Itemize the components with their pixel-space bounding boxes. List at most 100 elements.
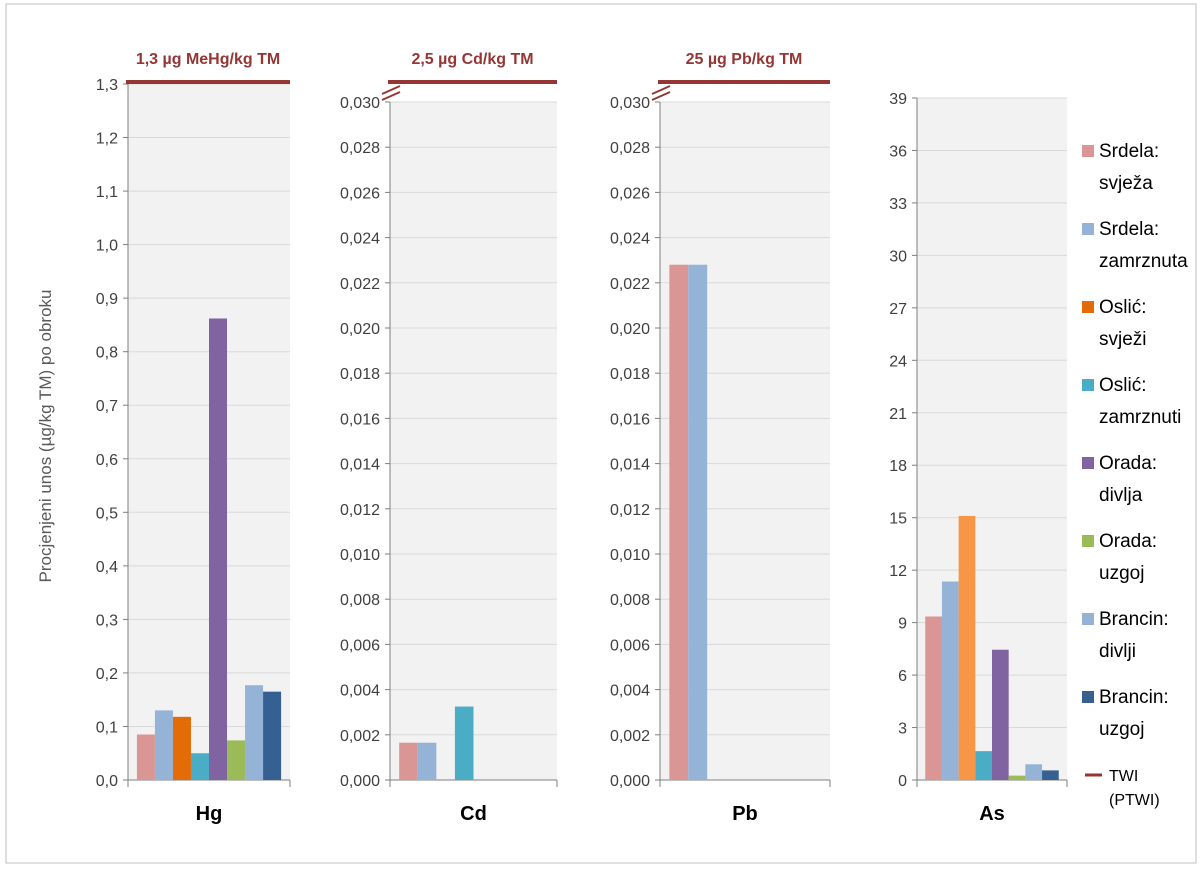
x-category-label: Cd [460,803,487,825]
y-tick-label: 0,006 [340,637,380,654]
bar-cd-1 [399,742,418,780]
y-tick-label: 1,2 [96,131,118,148]
y-tick-label: 0,022 [340,276,380,293]
y-tick-label: 9 [898,616,907,633]
y-tick-label: 0,2 [96,666,118,683]
legend-reference-label-line2: (PTWI) [1109,792,1160,809]
y-tick-label: 0,1 [96,719,118,736]
legend-label-line2: zamrznuta [1099,251,1188,272]
x-category-label: As [979,803,1005,825]
bar-as-2 [941,581,959,780]
legend-item-4: Oslić: zamrznuti [1082,375,1181,428]
legend-label-line2: uzgoj [1099,719,1144,740]
legend-item-1: Srdela: svježa [1082,141,1159,194]
y-tick-label: 0,026 [340,185,380,202]
x-category-label: Pb [732,803,758,825]
legend-item-2: Srdela: zamrznuta [1082,219,1188,272]
reference-label: 25 µg Pb/kg TM [686,51,803,68]
y-tick-label: 0,022 [610,276,650,293]
y-tick-label: 0,012 [610,502,650,519]
legend-item-6: Orada: uzgoj [1082,531,1157,584]
y-tick-label: 0,028 [340,140,380,157]
legend-label-line1: Brancin: [1099,687,1169,708]
reference-label: 2,5 µg Cd/kg TM [411,51,533,68]
bar-hg-4 [190,753,209,780]
y-tick-label: 0,7 [96,398,118,415]
bar-hg-5 [209,318,228,780]
bar-hg-2 [154,710,173,780]
legend-label-line2: svježi [1099,329,1147,350]
legend-swatch [1082,301,1094,313]
y-tick-label: 0,014 [340,457,380,474]
panel-pb: 0,000 0,002 0,004 0,006 0,008 0,010 0,012 0,014… [610,51,831,825]
y-tick-label: 0,000 [340,773,380,790]
bar-hg-6 [227,740,246,780]
bar-hg-7 [245,685,264,780]
legend-label-line2: svježa [1099,173,1153,194]
y-tick-label: 0,5 [96,505,118,522]
legend-label-line2: uzgoj [1099,563,1144,584]
y-tick-label: 0,012 [340,502,380,519]
bar-as-5 [992,649,1009,780]
y-tick-label: 30 [889,248,907,265]
legend-label-line1: Orada: [1099,453,1157,474]
y-tick-label: 0,014 [610,457,650,474]
legend-item-3: Oslić: svježi [1082,297,1147,350]
legend-swatch [1082,145,1094,157]
bar-as-1 [925,616,942,780]
y-tick-label: 0,030 [340,95,380,112]
y-tick-label: 0,018 [610,366,650,383]
y-tick-label: 1,1 [96,184,118,201]
legend-swatch [1082,457,1094,469]
y-tick-label: 39 [889,91,907,108]
plot-area [390,102,557,780]
bar-hg-8 [263,691,282,780]
legend-label-line1: Brancin: [1099,609,1169,630]
y-tick-label: 0,016 [340,411,380,428]
legend-swatch [1082,613,1094,625]
bar-cd-4 [454,706,474,780]
legend-label-line1: Orada: [1099,531,1157,552]
legend-swatch [1082,691,1094,703]
panel-hg: 0,0 0,1 0,2 0,3 0,4 0,5 0,6 0,7 0,8 0,9 1,0 1,1 1,2 1… [96,51,291,825]
bar-pb-1 [669,264,689,781]
y-tick-label: 0,6 [96,452,118,469]
legend-item-reference: TWI (PTWI) [1085,768,1160,809]
legend-reference-label-line1: TWI [1109,768,1138,785]
y-tick-label: 3 [898,721,907,738]
legend: Srdela: svježa Srdela: zamrznuta Oslić: svjež… [1082,141,1188,809]
y-tick-label: 0,010 [340,547,380,564]
y-tick-label: 27 [889,301,907,318]
y-tick-label: 0,024 [610,231,650,248]
legend-label-line2: divlji [1099,641,1136,662]
axis-break-mark [381,85,401,95]
y-tick-label: 6 [898,668,907,685]
y-tick-label: 12 [889,563,907,580]
legend-swatch [1082,223,1094,235]
y-tick-label: 0 [898,773,907,790]
legend-label-line2: divlja [1099,485,1143,506]
y-tick-label: 0,004 [610,683,650,700]
y-tick-label: 0,002 [340,728,380,745]
bar-as-4 [975,751,992,780]
bar-hg-3 [172,716,191,780]
y-tick-label: 21 [889,406,907,423]
bar-cd-2 [417,742,437,780]
y-tick-label: 33 [889,196,907,213]
y-tick-label: 0,9 [96,291,118,308]
reference-label: 1,3 µg MeHg/kg TM [136,51,280,68]
y-tick-label: 15 [889,511,907,528]
y-tick-label: 0,4 [96,559,118,576]
y-axis-title: Procjenjeni unos (µg/kg TM) po obroku [36,290,55,583]
y-tick-label: 0,016 [610,411,650,428]
axis-break-mark [651,85,671,95]
y-tick-label: 36 [889,143,907,160]
y-tick-label: 0,8 [96,345,118,362]
y-tick-label: 24 [889,353,907,370]
y-tick-label: 0,030 [610,95,650,112]
legend-label-line1: Oslić: [1099,375,1147,396]
bar-as-7 [1025,764,1043,780]
